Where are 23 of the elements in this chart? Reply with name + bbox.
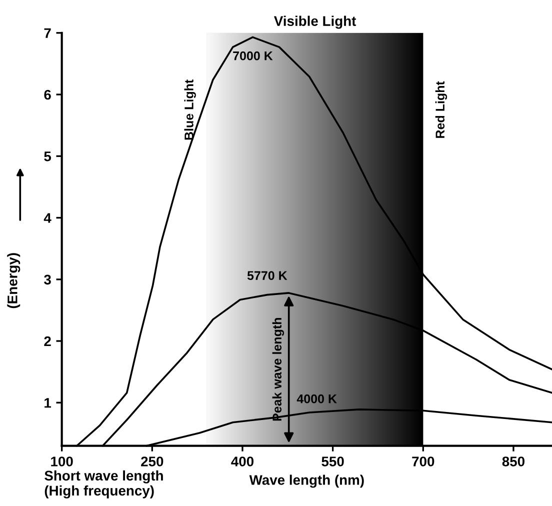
y-axis-title: (Energy) xyxy=(7,253,20,308)
x-tick-label: 250 xyxy=(141,456,164,466)
band-label: Visible Light xyxy=(274,16,356,29)
y-tick-label: 4 xyxy=(44,213,52,223)
y-tick-label: 2 xyxy=(44,336,51,346)
x-tick-label: 700 xyxy=(412,456,434,466)
y-tick-label: 3 xyxy=(44,274,51,285)
y-tick-label: 7 xyxy=(44,28,51,38)
y-tick-label: 6 xyxy=(44,90,51,100)
annotation: Peak wave length xyxy=(272,318,284,421)
y-tick-label: 1 xyxy=(44,398,52,408)
x-tick-label: 850 xyxy=(502,456,524,466)
x-tick-label: 100 xyxy=(51,456,73,466)
x-tick-label: 550 xyxy=(322,456,344,466)
annotation: 7000 K xyxy=(233,51,273,60)
annotation: 5770 K xyxy=(247,271,288,280)
annotation: Red Light xyxy=(435,81,448,138)
text: Short wave length (High frequency) xyxy=(44,470,163,498)
annotation: 4000 K xyxy=(296,394,337,404)
x-tick-label: 400 xyxy=(231,456,254,466)
annotation: Blue Light xyxy=(184,80,196,140)
y-tick-label: 5 xyxy=(44,152,52,162)
x-axis-title: Wave length (nm) xyxy=(249,474,364,488)
